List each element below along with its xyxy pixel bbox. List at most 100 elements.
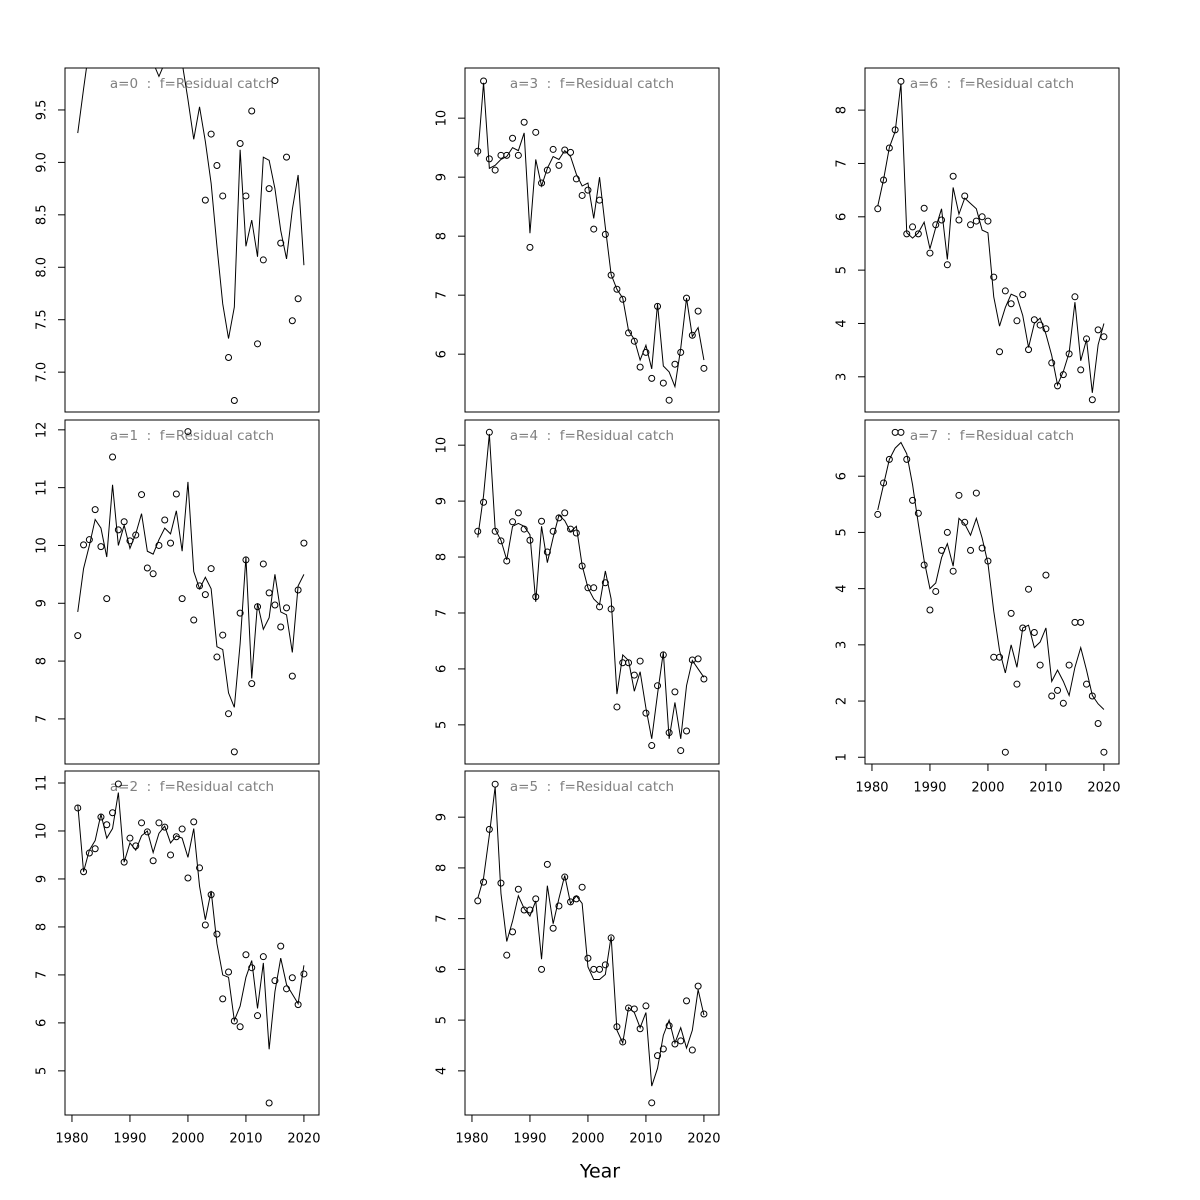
observed-point: [149, 857, 157, 865]
observed-point: [938, 216, 946, 224]
observed-point: [671, 688, 679, 696]
observed-point: [236, 609, 244, 617]
observed-point: [659, 1045, 667, 1053]
observed-point: [155, 819, 163, 827]
observed-point: [949, 172, 957, 180]
observed-point: [903, 455, 911, 463]
observed-point: [514, 885, 522, 893]
observed-point: [543, 548, 551, 556]
y-tick-label: 6: [35, 1019, 50, 1027]
observed-point: [955, 216, 963, 224]
observed-point: [91, 506, 99, 514]
observed-point: [271, 977, 279, 985]
observed-point: [1013, 317, 1021, 325]
observed-point: [167, 539, 175, 547]
observed-point: [1077, 366, 1085, 374]
y-tick-label: 10: [435, 437, 450, 454]
observed-point: [567, 148, 575, 156]
observed-point: [648, 1099, 656, 1107]
y-tick-label: 6: [435, 350, 450, 358]
observed-point: [265, 1099, 273, 1107]
observed-point: [1094, 326, 1102, 334]
observed-point: [967, 546, 975, 554]
observed-point: [590, 584, 598, 592]
panel-title: a=3 : f=Residual catch: [510, 76, 674, 92]
y-tick-label: 6: [435, 965, 450, 973]
observed-point: [642, 1002, 650, 1010]
observed-point: [636, 657, 644, 665]
observed-point: [288, 974, 296, 982]
panel: a=1 : f=Residual catch 7 8 9 10 11 12: [35, 419, 320, 765]
observed-point: [636, 363, 644, 371]
panel: a=0 : f=Residual catch 7.0 7.5 8.0 8.5 9.0 9.5: [35, 34, 320, 413]
observed-point: [619, 295, 627, 303]
fitted-line: [477, 82, 705, 389]
panel-title: a=6 : f=Residual catch: [910, 76, 1074, 92]
observed-point: [271, 77, 279, 85]
plot-area: [474, 428, 708, 755]
y-tick-label: 8: [435, 553, 450, 561]
observed-point: [601, 961, 609, 969]
observed-point: [1019, 291, 1027, 299]
observed-point: [1030, 316, 1038, 324]
observed-point: [590, 965, 598, 973]
observed-point: [932, 587, 940, 595]
observed-point: [248, 680, 256, 688]
observed-point: [201, 921, 209, 929]
plot-area: [474, 780, 708, 1107]
observed-point: [225, 710, 233, 718]
observed-point: [949, 567, 957, 575]
observed-point: [694, 655, 702, 663]
observed-point: [167, 851, 175, 859]
observed-point: [538, 965, 546, 973]
observed-point: [688, 1046, 696, 1054]
observed-point: [178, 825, 186, 833]
plot-box: [464, 67, 720, 413]
observed-point: [283, 153, 291, 161]
observed-point: [665, 1022, 673, 1030]
observed-point: [984, 217, 992, 225]
observed-point: [1013, 680, 1021, 688]
y-tick-label: 8: [35, 657, 50, 665]
observed-point: [549, 527, 557, 535]
observed-point: [184, 874, 192, 882]
observed-point: [91, 845, 99, 853]
observed-point: [996, 348, 1004, 356]
observed-point: [694, 307, 702, 315]
observed-point: [219, 631, 227, 639]
observed-point: [578, 191, 586, 199]
observed-point: [196, 864, 204, 872]
y-tick-label: 10: [435, 110, 450, 127]
observed-point: [190, 616, 198, 624]
plot-area: [77, 34, 305, 404]
panel-title: a=1 : f=Residual catch: [110, 428, 274, 444]
y-tick-label: 3: [835, 641, 850, 649]
y-tick-label: 6: [835, 213, 850, 221]
observed-point: [914, 230, 922, 238]
observed-point: [1100, 748, 1108, 756]
observed-point: [1059, 699, 1067, 707]
observed-point: [630, 671, 638, 679]
observed-point: [248, 107, 256, 115]
y-tick-label: 7: [35, 971, 50, 979]
observed-point: [590, 225, 598, 233]
y-tick-label: 4: [835, 319, 850, 327]
observed-point: [197, 34, 203, 40]
observed-point: [254, 1012, 262, 1020]
observed-point: [572, 175, 580, 183]
fitted-line: [477, 786, 705, 1087]
y-tick-label: 12: [35, 422, 50, 439]
panel: a=3 : f=Residual catch 6 7 8 9 10: [435, 67, 720, 413]
observed-point: [1048, 692, 1056, 700]
fitted-line: [877, 83, 1105, 393]
y-tick-label: 9: [435, 813, 450, 821]
y-tick-label: 9: [35, 875, 50, 883]
y-tick-label: 5: [835, 266, 850, 274]
panel: a=4 : f=Residual catch 5 6 7 8 9 10: [435, 419, 720, 765]
observed-point: [161, 516, 169, 524]
observed-point: [619, 659, 627, 667]
observed-point: [277, 623, 285, 631]
observed-point: [514, 151, 522, 159]
observed-point: [109, 453, 117, 461]
observed-point: [514, 509, 522, 517]
